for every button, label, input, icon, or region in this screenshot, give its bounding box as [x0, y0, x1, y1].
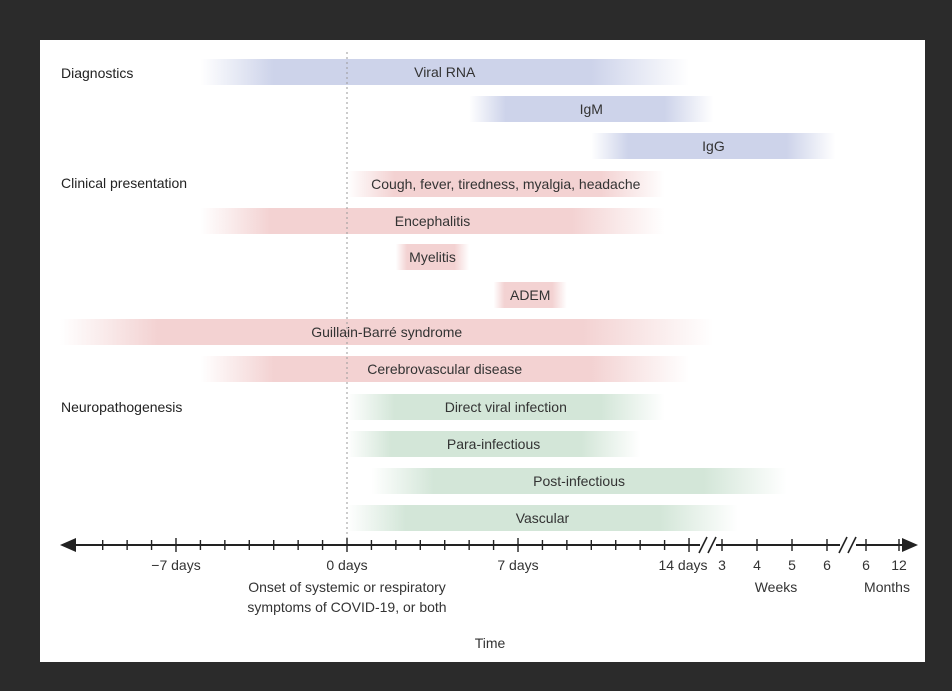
bar-igm — [469, 96, 714, 122]
bar-adem — [493, 282, 567, 308]
tick-label-0: 0 days — [326, 557, 367, 573]
bar-label: Guillain-Barré syndrome — [311, 324, 462, 340]
bar-label: ADEM — [510, 287, 550, 303]
bar-label: Cough, fever, tiredness, myalgia, headac… — [371, 176, 640, 192]
onset-label-line2: symptoms of COVID-19, or both — [247, 599, 446, 615]
bar-post-infectious — [371, 468, 787, 494]
months-tick-12: 12 — [891, 557, 907, 573]
bar-label: IgG — [702, 138, 725, 154]
figure-panel: Viral RNA IgM IgG Cough, fever, tiredness, … — [40, 40, 925, 662]
bar-label: Post-infectious — [533, 473, 625, 489]
time-label: Time — [475, 635, 506, 651]
bars-layer: Viral RNA IgM IgG Cough, fever, tiredness, … — [60, 59, 836, 531]
bar-label: Encephalitis — [395, 213, 471, 229]
months-tick-6: 6 — [862, 557, 870, 573]
bar-label: Direct viral infection — [445, 399, 567, 415]
bar-para-infectious — [347, 431, 641, 457]
months-label: Months — [864, 579, 910, 595]
weeks-label: Weeks — [755, 579, 798, 595]
bar-vascular — [347, 505, 738, 531]
time-axis — [60, 536, 918, 554]
bar-igg — [591, 133, 836, 159]
section-label-neuro: Neuropathogenesis — [61, 399, 182, 415]
section-label-clinical: Clinical presentation — [61, 175, 187, 191]
bar-label: Myelitis — [409, 249, 456, 265]
bar-label: Vascular — [516, 510, 570, 526]
bar-encephalitis — [200, 208, 665, 234]
axis-break-weeks — [698, 536, 717, 554]
weeks-tick-3: 3 — [718, 557, 726, 573]
bar-direct-viral-infection — [347, 394, 665, 420]
bar-viral-rna — [200, 59, 690, 85]
bar-guillain-barr-syndrome — [60, 319, 714, 345]
bar-label: Viral RNA — [414, 64, 476, 80]
section-label-diagnostics: Diagnostics — [61, 65, 133, 81]
weeks-tick-4: 4 — [753, 557, 761, 573]
tick-label-14: 14 days — [658, 557, 707, 573]
bar-label: Cerebrovascular disease — [367, 361, 522, 377]
weeks-tick-5: 5 — [788, 557, 796, 573]
tick-label-minus-7: −7 days — [151, 557, 200, 573]
axis-break-months — [838, 536, 857, 554]
bar-myelitis — [395, 244, 470, 270]
bar-label: IgM — [580, 101, 603, 117]
onset-label-line1: Onset of systemic or respiratory — [248, 579, 446, 595]
axis-left-arrow — [60, 538, 76, 552]
weeks-tick-6: 6 — [823, 557, 831, 573]
timeline-diagram: Viral RNA IgM IgG Cough, fever, tiredness, … — [60, 52, 918, 651]
axis-ticks — [101, 538, 900, 552]
bar-cerebrovascular-disease — [200, 356, 690, 382]
bar-label: Para-infectious — [447, 436, 540, 452]
tick-label-7: 7 days — [497, 557, 538, 573]
axis-right-arrow — [902, 538, 918, 552]
bar-cough-fever-tiredness-myalgia-headache — [347, 171, 665, 197]
